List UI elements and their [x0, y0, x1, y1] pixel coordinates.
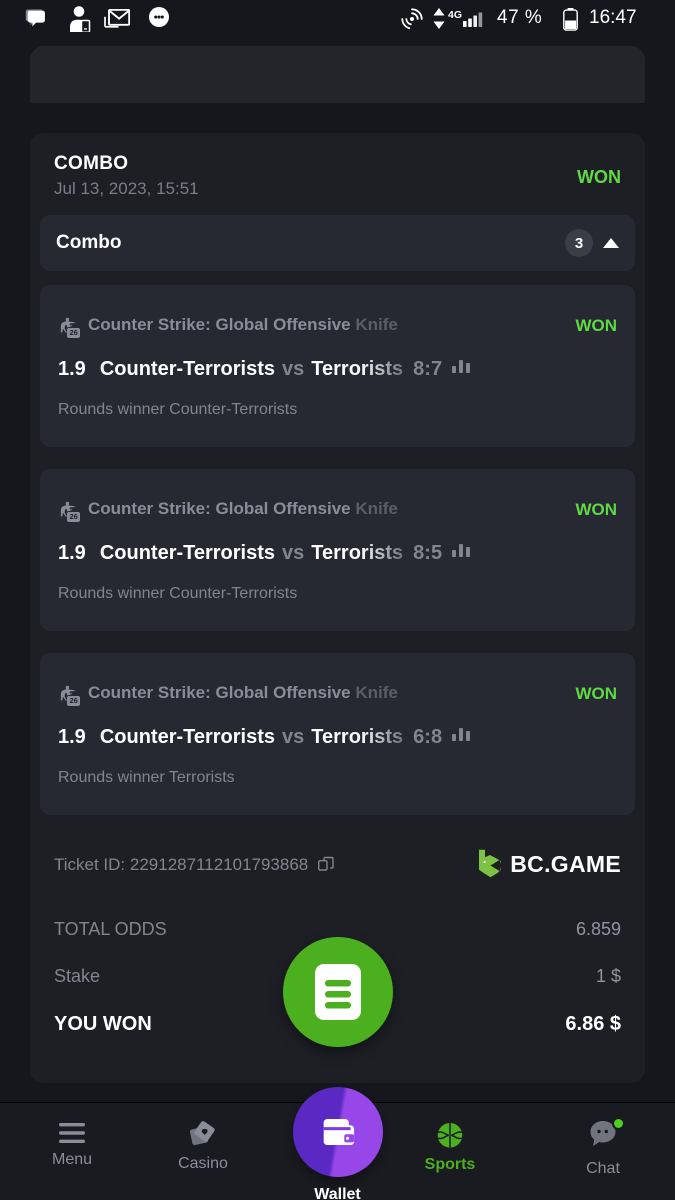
svg-text:4G: 4G — [448, 9, 462, 21]
